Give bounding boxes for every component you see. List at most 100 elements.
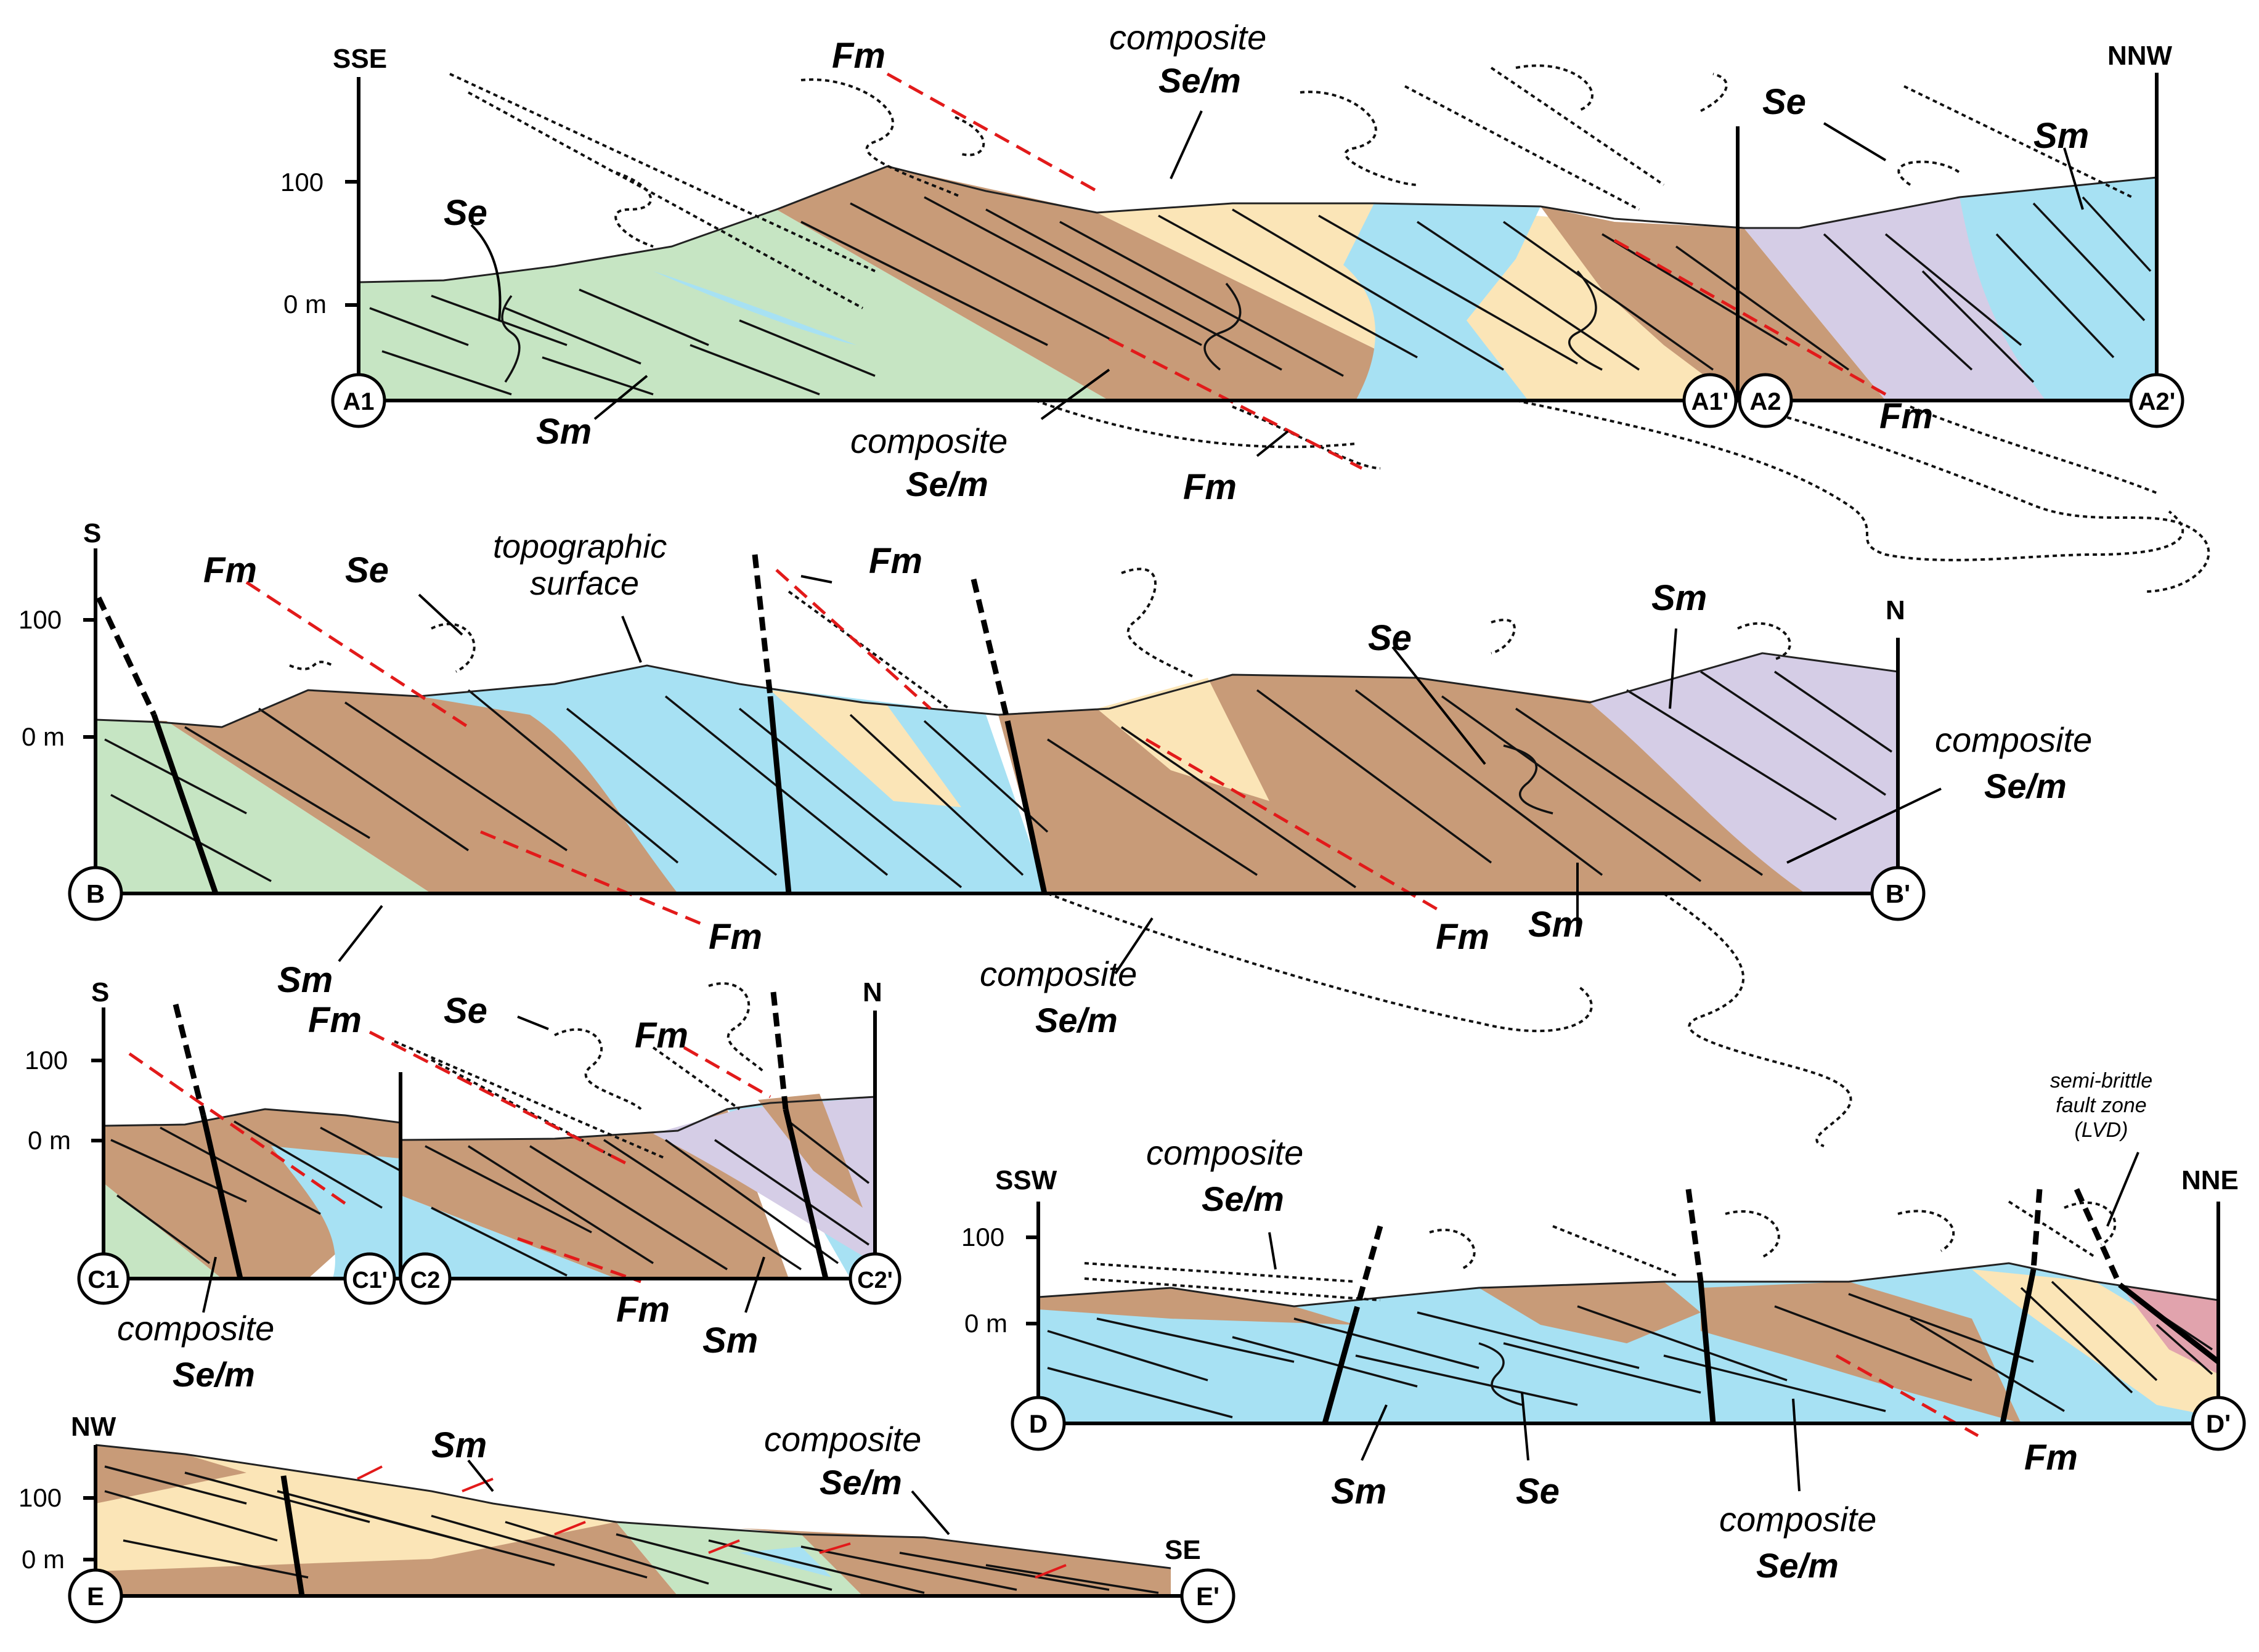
end-label-a2: A2	[1749, 388, 1781, 415]
frame-c	[102, 1007, 877, 1280]
fault-zone-line1: semi-brittle	[2050, 1069, 2152, 1093]
label-sem-a2: Se/m	[906, 465, 988, 503]
foliation-sm-c	[110, 1120, 870, 1277]
label-sem-b1: Se/m	[1984, 767, 2067, 805]
end-label-c1: C1	[88, 1266, 119, 1293]
tick-0-b: 0 m	[22, 722, 65, 751]
unit-green-a	[359, 210, 1109, 401]
unit-brown-d2	[1479, 1282, 1701, 1343]
dir-sse: SSE	[333, 44, 387, 74]
end-marker-e	[68, 1568, 123, 1624]
tick-100-c: 100	[25, 1046, 68, 1075]
dir-s-b: S	[83, 518, 101, 548]
unit-green-b	[96, 720, 431, 893]
dir-s-c: S	[91, 977, 109, 1007]
foliation-sm-d	[1047, 1280, 2213, 1418]
tick-0-a: 0 m	[283, 290, 327, 319]
topo-label-line1: topographic	[493, 528, 667, 565]
faults-d	[1322, 1188, 2220, 1425]
frame-a	[357, 73, 2159, 402]
ticks-c	[91, 1059, 104, 1142]
unit-blue-a	[1343, 203, 1541, 401]
label-composite-c: composite	[117, 1309, 274, 1348]
tick-0-e: 0 m	[22, 1545, 65, 1574]
projected-traces-b	[289, 568, 1852, 1147]
end-marker-bp	[1870, 866, 1926, 921]
end-label-d: D	[1029, 1409, 1048, 1438]
topo-surface-b	[95, 652, 1899, 728]
dir-ssw: SSW	[995, 1165, 1057, 1195]
label-se-c1: Se	[444, 991, 487, 1031]
unit-brown-e1	[96, 1445, 246, 1503]
label-composite-d1: composite	[1146, 1133, 1303, 1172]
frame-b	[94, 548, 1900, 895]
dir-se: SE	[1165, 1535, 1201, 1565]
ticks-b	[83, 618, 96, 739]
end-label-a1p: A1'	[1691, 388, 1729, 415]
label-fm-b2: Fm	[869, 541, 922, 581]
label-sm-b3: Sm	[1528, 905, 1584, 945]
label-fm-a2: Fm	[1183, 467, 1237, 507]
end-marker-a2p	[2129, 373, 2184, 428]
unit-brown-d1	[1038, 1288, 1356, 1325]
end-label-e: E	[87, 1582, 104, 1611]
label-se-b2: Se	[1368, 618, 1412, 658]
label-composite-e: composite	[764, 1420, 921, 1459]
arrows-c	[202, 1015, 765, 1313]
end-label-c1p: C1'	[352, 1267, 388, 1293]
dir-n-c: N	[863, 977, 882, 1007]
projected-traces-a	[449, 64, 2210, 593]
projected-traces-d	[1084, 1200, 2117, 1301]
fault-zone-line2: fault zone	[2056, 1094, 2146, 1117]
label-composite-a1: composite	[1109, 18, 1266, 57]
faults-b	[96, 554, 1048, 895]
fault-zone-line3: (LVD)	[2075, 1118, 2128, 1142]
topo-surface-d	[1038, 1262, 2219, 1308]
fm-traces-b	[245, 569, 1443, 926]
tick-100-d: 100	[961, 1223, 1004, 1251]
arrows-d	[1268, 1152, 2139, 1492]
label-fm-a3: Fm	[1879, 396, 1933, 436]
dir-n-b: N	[1886, 595, 1905, 625]
end-label-c2: C2	[410, 1267, 441, 1293]
unit-green-e	[616, 1522, 863, 1596]
label-composite-a2: composite	[850, 421, 1007, 460]
section-c: S N 100 0 m Fm Se Fm composite Se/m Fm S…	[25, 977, 902, 1394]
unit-yellow-b1	[770, 690, 961, 807]
label-sm-e: Sm	[431, 1425, 487, 1465]
label-fm-d: Fm	[2024, 1438, 2078, 1478]
end-marker-a1p	[1682, 373, 1738, 428]
topo-surface-e	[95, 1444, 1171, 1569]
label-sm-b2: Sm	[277, 960, 333, 1000]
dir-nnw: NNW	[2107, 41, 2173, 71]
topo-surface-a	[358, 165, 2157, 283]
projected-traces-c	[394, 982, 765, 1160]
topo-label-line2: surface	[530, 565, 639, 602]
ticks-d	[1026, 1235, 1038, 1325]
label-sem-d2: Se/m	[1756, 1546, 1839, 1585]
label-sm-a2: Sm	[2033, 116, 2089, 156]
label-sem-b2: Se/m	[1035, 1001, 1118, 1040]
label-sem-a1: Se/m	[1158, 61, 1241, 100]
tick-100-e: 100	[18, 1483, 62, 1512]
unit-blue-a2	[1960, 177, 2157, 401]
arrows-e	[467, 1459, 950, 1536]
end-marker-a2	[1738, 373, 1793, 428]
end-label-a2p: A2'	[2138, 388, 2176, 415]
end-marker-a1	[331, 373, 386, 428]
lens-blue-a	[653, 271, 857, 345]
section-a: SSE NNW 100 0 m Se Sm Fm composite Se/m …	[280, 18, 2210, 593]
label-sm-b1: Sm	[1651, 578, 1707, 618]
label-se-a2: Se	[1762, 82, 1806, 122]
section-e: NW SE 100 0 m Sm composite Se/m E E'	[18, 1412, 1235, 1624]
ticks-e	[83, 1496, 96, 1561]
arrows-b	[338, 575, 1942, 975]
faults-c	[173, 991, 829, 1280]
unit-blue-c1	[271, 1146, 401, 1279]
dir-nw: NW	[71, 1412, 116, 1442]
faults-e	[280, 1475, 305, 1597]
unit-yellow-b2	[1097, 678, 1269, 801]
foliation-sm-a	[369, 196, 2152, 396]
dir-nne: NNE	[2181, 1165, 2239, 1195]
label-sem-e: Se/m	[820, 1463, 902, 1502]
